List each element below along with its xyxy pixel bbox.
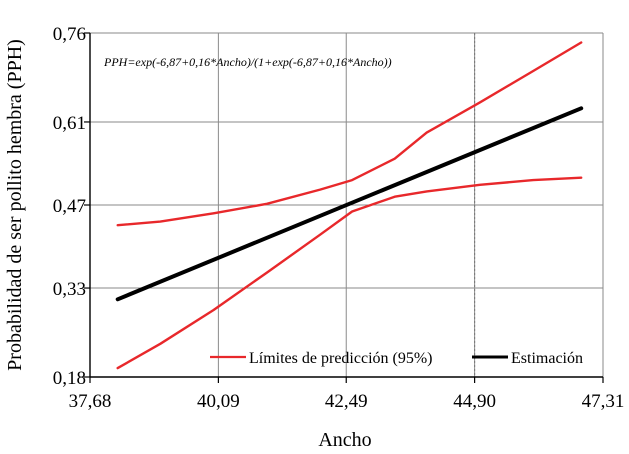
x-tick-label-2: 42,49 [325, 391, 368, 412]
y-tick-label-0: 0,18 [53, 368, 86, 389]
y-tick-label-4: 0,76 [53, 24, 86, 45]
x-axis-label: Ancho [318, 429, 371, 451]
y-tick-label-1: 0,33 [53, 279, 86, 300]
x-tick-label-3: 44,90 [453, 391, 496, 412]
series-line-estimate [115, 106, 584, 302]
x-tick-label-4: 47,31 [582, 391, 625, 412]
series-line-lower [116, 176, 583, 370]
legend-label-limits: Límites de predicción (95%) [249, 350, 433, 367]
series-line-upper [116, 41, 583, 227]
y-tick-label-3: 0,61 [53, 113, 86, 134]
axes [84, 32, 604, 383]
legend: Límites de predicción (95%) Estimación [210, 350, 583, 367]
x-tick-label-1: 40,09 [197, 391, 240, 412]
model-equation: PPH=exp(-6,87+0,16*Ancho)/(1+exp(-6,87+0… [103, 55, 392, 69]
y-axis-label: Probabilidad de ser pollito hembra (PPH) [4, 39, 26, 371]
series-layer [115, 41, 584, 370]
x-tick-label-0: 37,68 [69, 391, 112, 412]
legend-label-estimate: Estimación [511, 350, 583, 367]
tick-labels: 37,68 40,09 42,49 44,90 47,31 0,18 0,33 0,47 0,6… [53, 24, 625, 412]
y-tick-label-2: 0,47 [53, 196, 86, 217]
